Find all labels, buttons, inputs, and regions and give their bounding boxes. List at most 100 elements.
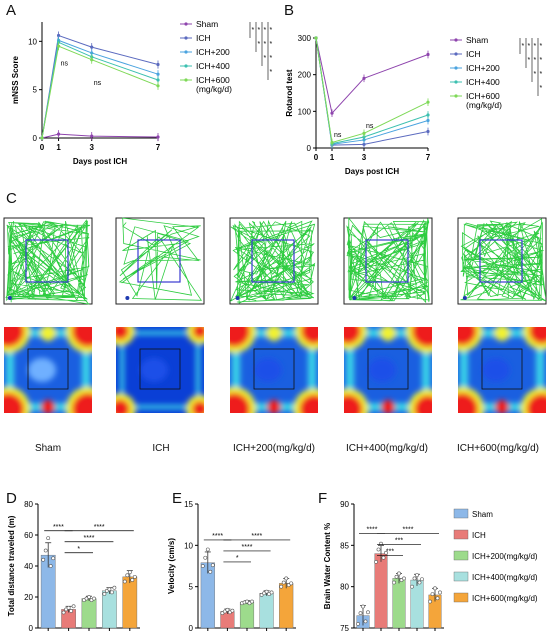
data-point [156,72,160,76]
data-point [314,36,318,40]
dot-point [281,580,286,585]
heat-edge-spot [495,400,509,413]
annotation-ns: ns [334,132,342,139]
dot-point [376,547,381,552]
series-line-ich-600 [41,45,159,139]
heat-corner-hot [72,393,92,413]
dot-point [200,564,205,568]
dot-point [125,573,130,578]
series-line-sham [315,37,429,115]
dot-point [289,581,294,586]
legend-label: ICH+400(mg/kg/d) [472,573,538,582]
x-tick-label: 3 [89,143,94,152]
bar-3 [259,593,274,629]
sig-label: **** [251,533,262,540]
y-tick-label: 0 [29,624,34,633]
heat-corner-hot [72,327,92,347]
heatmap-layer [116,327,204,413]
data-point [426,113,430,117]
sig-star: * [540,43,543,50]
legend-marker [454,94,458,98]
sig-star: * [270,41,273,48]
dot-point [356,621,360,626]
heat-corner-hot [4,327,24,347]
data-point [426,129,430,134]
center-zone-outline [481,348,523,390]
dot-point [412,576,417,581]
dot-point [279,584,284,589]
bar-1 [374,553,388,629]
heat-center [140,358,168,382]
dot-point [48,564,53,568]
center-zone [137,239,181,283]
legend-swatch [453,508,469,519]
y-tick-label: 40 [24,562,33,571]
bar-2 [239,602,255,629]
y-axis-label: Rotarod test [285,69,294,116]
x-tick-label: 1 [330,153,335,162]
legend-marker [184,36,188,40]
track-plots [3,216,547,305]
sig-star: * [540,71,543,78]
dot-point [41,557,46,562]
sig-label: *** [386,548,394,555]
dot-point [43,548,48,553]
heat-edge-spot [267,400,281,413]
data-point [156,135,160,139]
y-tick-label: 5 [33,86,38,95]
center-zone-outline [253,348,295,390]
sig-star: * [534,43,537,50]
movement-path [118,217,203,301]
sig-star: * [534,71,537,78]
data-point [362,142,366,146]
data-point [156,78,160,82]
heat-edge-spot [266,327,282,341]
y-tick-label: 90 [340,500,349,509]
legend-marker [184,64,188,68]
sig-label: **** [94,524,105,531]
sig-star: * [264,41,267,48]
heat-corner-hot [412,327,432,347]
track-plot-2 [229,217,319,305]
sig-label: **** [242,544,253,551]
heat-blobs [116,327,204,413]
heat-corner-hot [458,393,478,413]
dot-point [205,547,210,552]
dot-point [46,536,51,541]
heat-blobs [230,327,318,413]
dot-point [361,604,365,609]
heat-edge-spot [494,327,510,341]
y-tick-label: 80 [24,500,33,509]
sig-star: * [270,55,273,62]
heat-corner-hot [4,393,24,413]
sig-star: * [522,43,525,50]
track-plot-1 [115,217,205,305]
sig-star: * [258,41,261,48]
heatmap-3 [344,327,432,413]
legend-label: ICH+600(mg/kg/d) [472,594,538,603]
sig-star: * [534,57,537,64]
legend-label: Sham [466,35,488,45]
heat-edge-spot [380,327,396,341]
chart-b-rotarod: 0 1 3 7 0 100 200 300 Days post ICH Rotarod test n… [285,34,543,176]
data-point [40,136,44,140]
panel-letter-f: F [318,490,328,507]
sig-star: * [258,27,261,34]
legend-label: Sham [472,510,493,519]
legend-marker [454,38,458,42]
heatmap-layer [4,327,92,413]
dot-point [381,555,386,560]
legend-unit: (mg/kg/d) [196,84,232,94]
heat-corner-hot [116,327,129,340]
data-point [90,45,94,49]
heat-ring [120,331,200,409]
start-marker [7,296,12,300]
dot-point [61,610,66,615]
panel-letter-a: A [6,2,17,19]
annotation-ns: ns [94,80,102,87]
dot-point [415,573,419,577]
legend-unit: (mg/kg/d) [466,100,502,110]
data-point [426,100,430,104]
track-plot-3 [343,216,433,305]
